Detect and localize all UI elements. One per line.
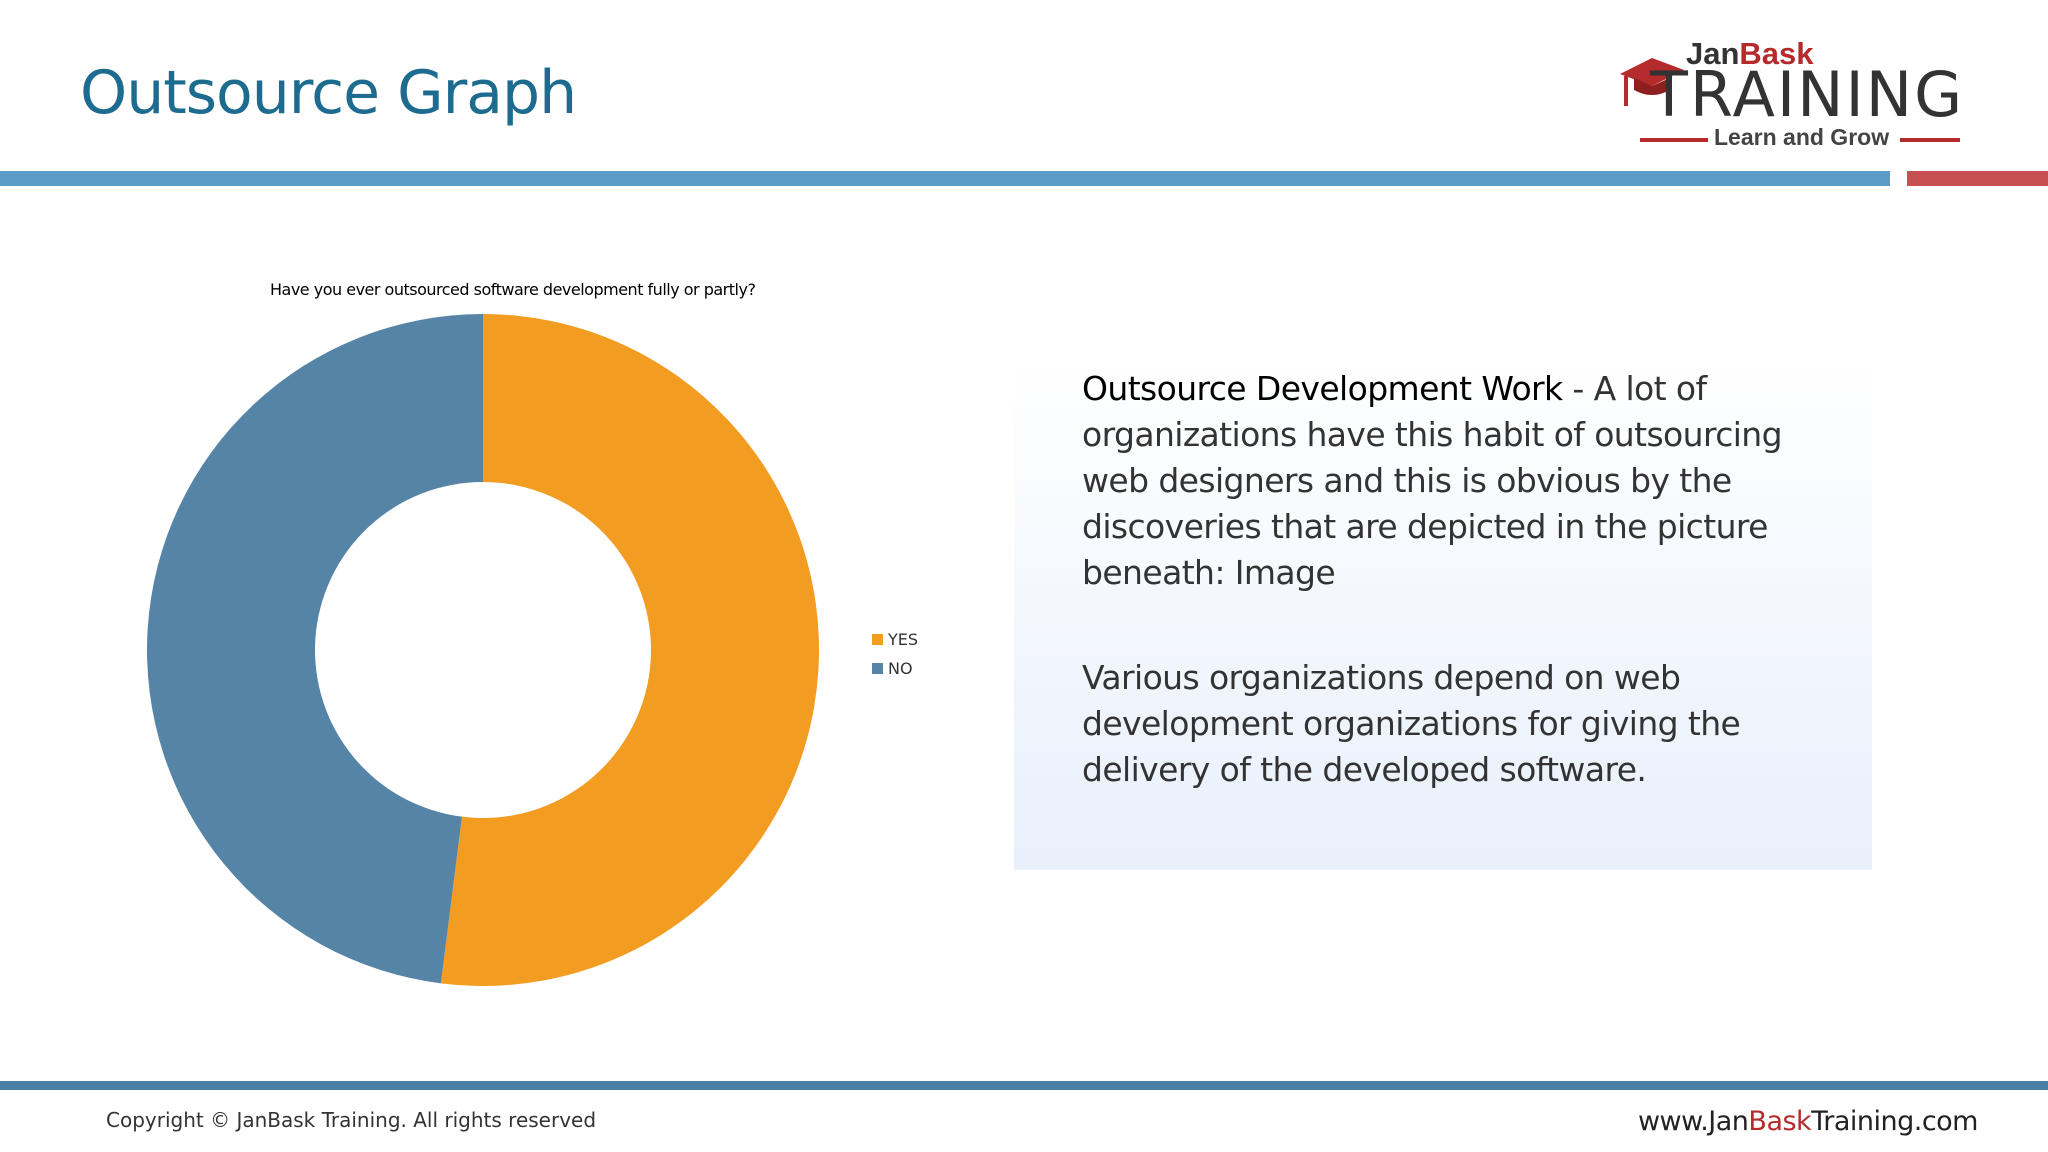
footer-divider — [0, 1081, 2048, 1090]
paragraph-heading: Outsource Development Work — [1082, 369, 1563, 408]
footer-url-part3: Training.com — [1811, 1106, 1978, 1137]
header-divider-blue — [0, 171, 1890, 186]
logo-underline-left — [1640, 138, 1710, 142]
legend-swatch-yes — [872, 634, 883, 645]
logo-brand-jan: Jan — [1686, 36, 1740, 71]
paragraph-dependence: Various organizations depend on web deve… — [1082, 658, 1741, 789]
chart-title: Have you ever outsourced software develo… — [270, 280, 756, 299]
logo-training-text: TRAINING — [1650, 58, 1965, 131]
footer-url: www.JanBaskTraining.com — [1637, 1106, 1979, 1137]
logo-brand-bask: Bask — [1739, 36, 1814, 71]
donut-slice-yes — [440, 314, 819, 986]
logo-underline-right — [1900, 138, 1960, 142]
slide-title: Outsource Graph — [80, 58, 577, 128]
legend-item-no: NO — [872, 654, 918, 683]
paragraph-body: - A lot of organizations have this habit… — [1082, 369, 1783, 592]
footer-url-part2: Bask — [1748, 1106, 1812, 1137]
footer-url-part1: www.Jan — [1637, 1106, 1749, 1137]
logo-tagline: Learn and Grow — [1708, 124, 1896, 151]
text-panel: Outsource Development Work - A lot of or… — [1014, 352, 1872, 870]
copyright-text: Copyright © JanBask Training. All rights… — [106, 1108, 597, 1132]
legend-label-yes: YES — [888, 630, 919, 649]
chart-legend: YES NO — [872, 625, 918, 683]
header-divider-red — [1907, 171, 2048, 186]
graduation-cap-icon — [1620, 58, 1684, 106]
paragraph-outsource-work: Outsource Development Work - A lot of or… — [1082, 366, 1822, 596]
donut-slice-no — [146, 314, 483, 984]
legend-item-yes: YES — [872, 625, 918, 654]
legend-swatch-no — [872, 663, 883, 674]
janbask-logo: JanBask TRAINING Learn and Grow — [1618, 34, 1968, 154]
legend-label-no: NO — [888, 659, 913, 678]
logo-brand-text: JanBask — [1686, 36, 1814, 72]
